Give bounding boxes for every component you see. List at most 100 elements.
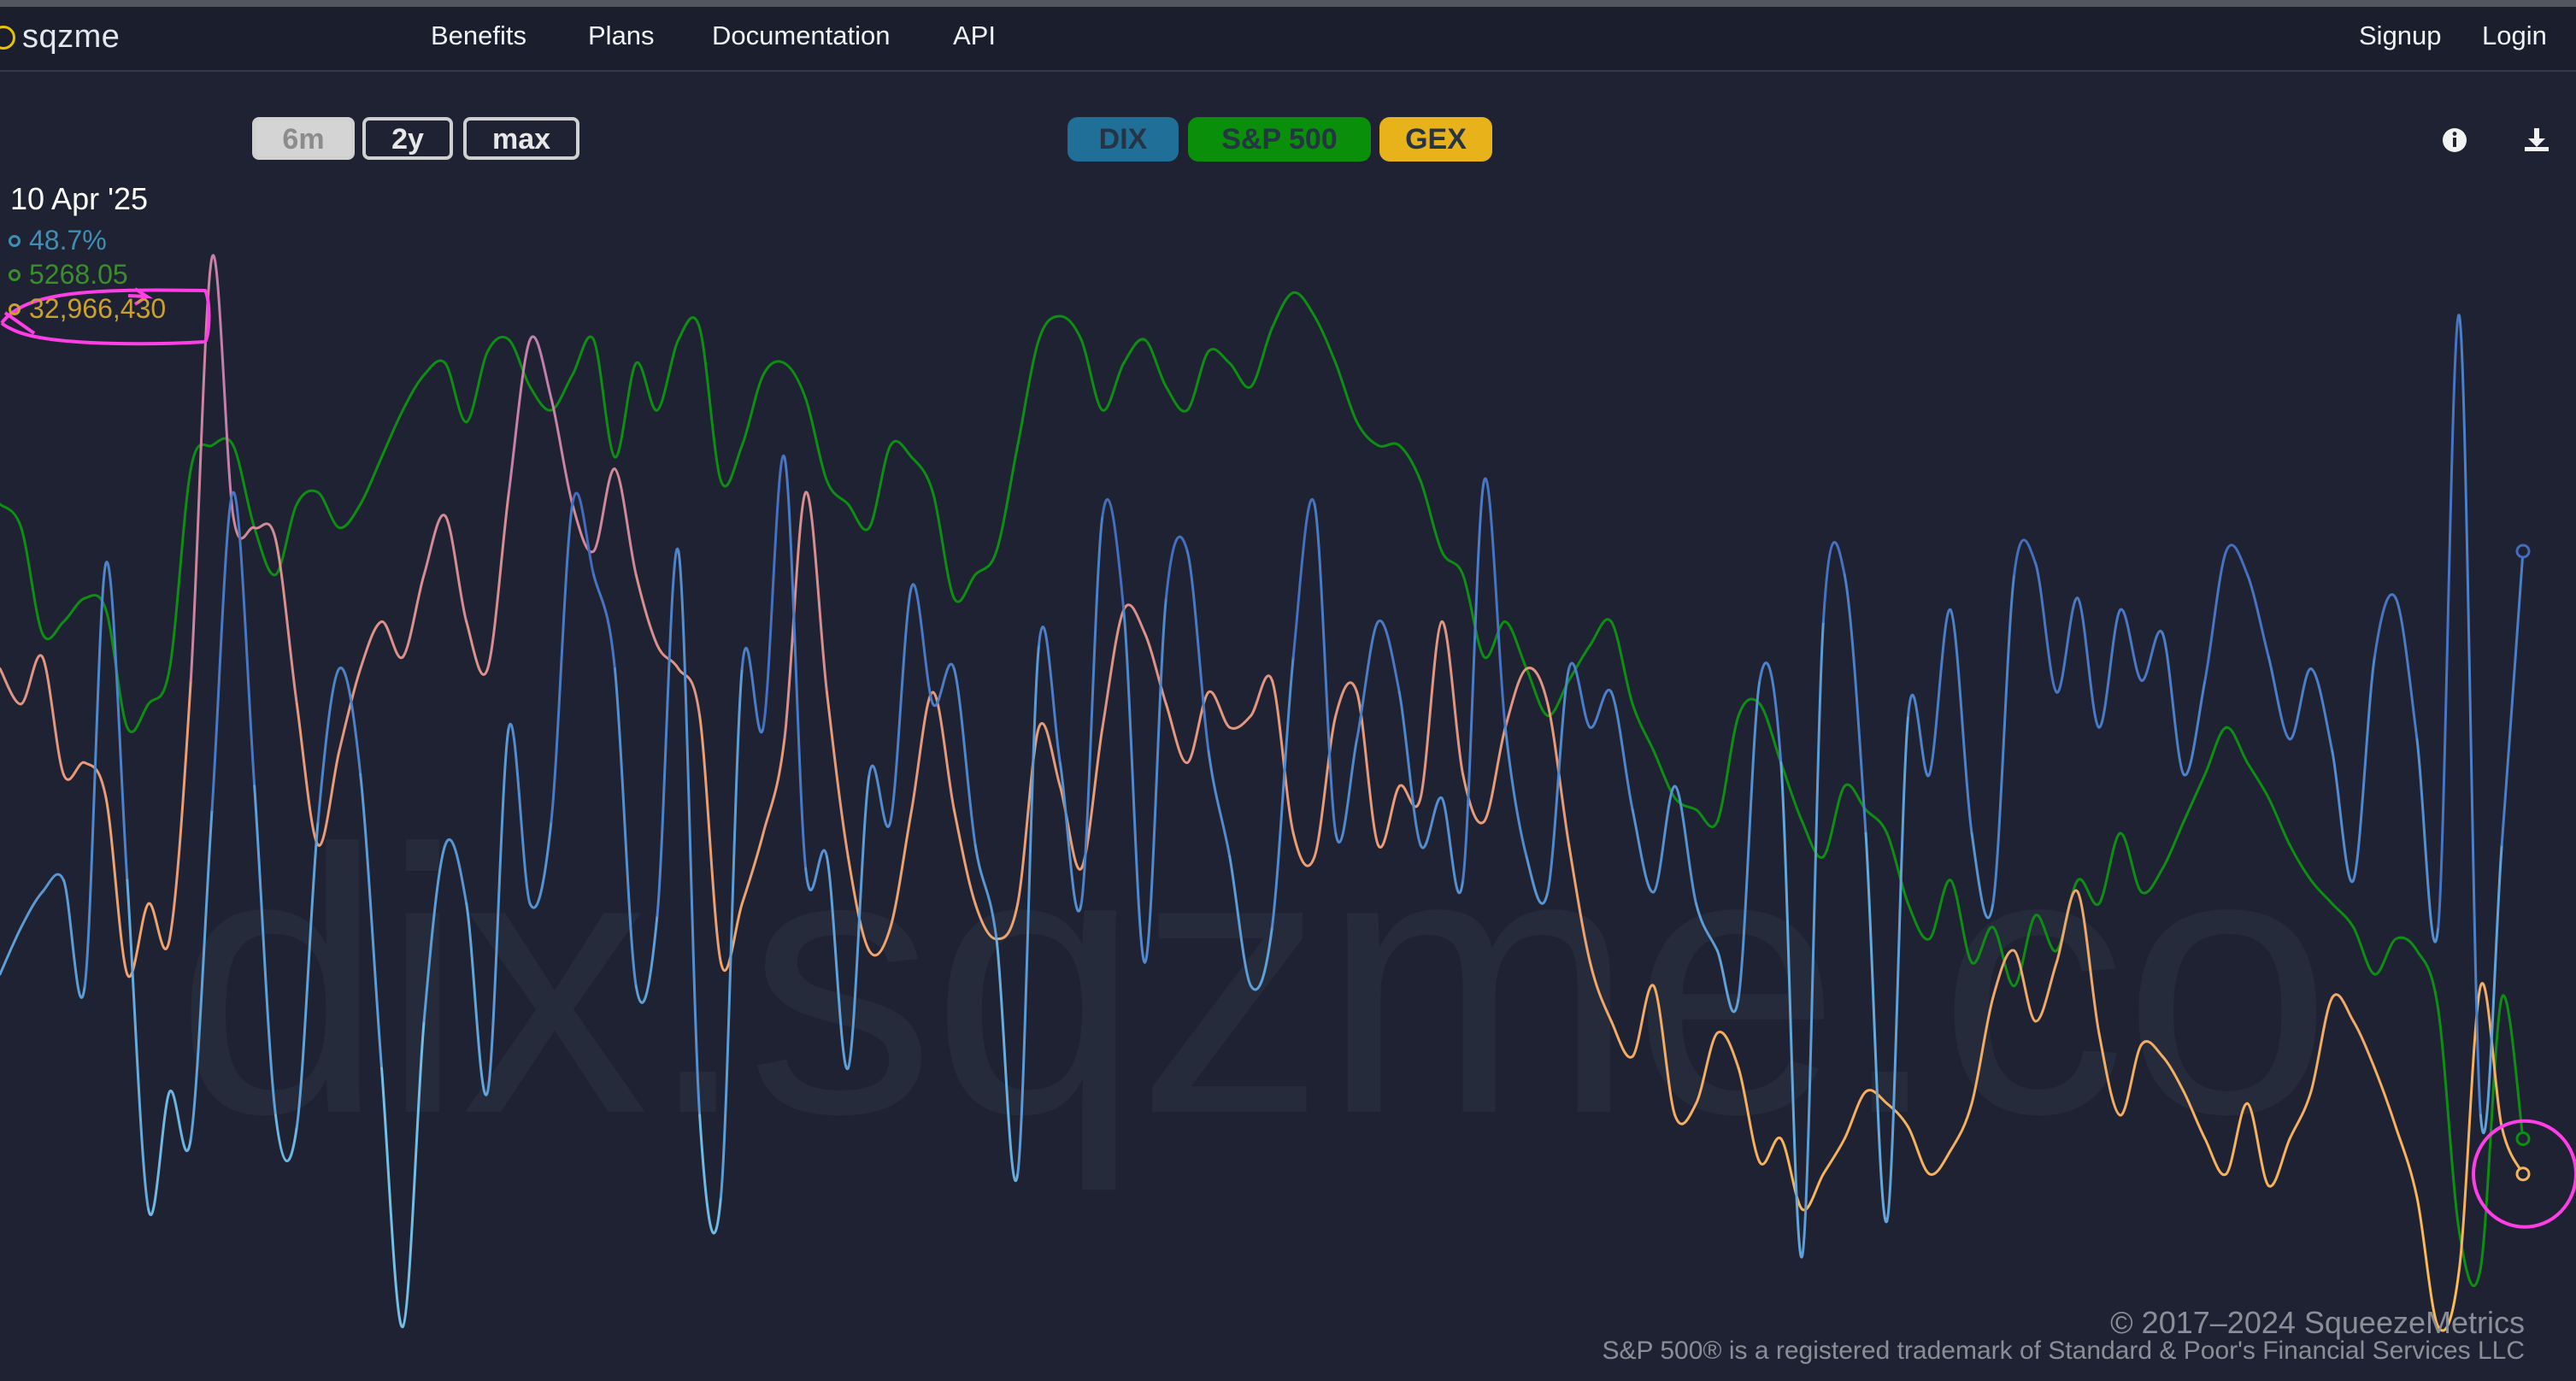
series-dix-segment xyxy=(1122,608,1147,964)
series-dix-segment xyxy=(1419,796,1444,849)
series-dix-segment xyxy=(2139,630,2164,682)
series-gex-segment xyxy=(1482,726,1507,823)
series-dix-segment xyxy=(1546,667,1571,894)
series-dix-segment xyxy=(1864,832,1889,1224)
nav-benefits[interactable]: Benefits xyxy=(431,21,527,50)
range-6m-button[interactable]: 6m xyxy=(252,117,355,160)
series-gex-segment xyxy=(1589,961,1613,1023)
series-gex-segment xyxy=(1821,1137,1846,1176)
chart-annotations xyxy=(0,287,2576,1229)
series-gex-segment xyxy=(1334,681,1359,717)
nav-plans[interactable]: Plans xyxy=(588,21,655,50)
series-dix-segment xyxy=(1801,620,1825,1258)
series-dix-endpoint xyxy=(2515,544,2531,559)
series-sp500-segment xyxy=(126,702,150,733)
series-dix-segment xyxy=(719,667,744,1199)
series-sp500-segment xyxy=(1058,314,1083,341)
series-gex-segment xyxy=(867,926,892,957)
series-sp500-segment xyxy=(1715,714,1740,823)
series-gex-segment xyxy=(1779,1137,1804,1211)
series-gex-segment xyxy=(1652,984,1677,1117)
series-dix-segment xyxy=(1079,514,1104,905)
gex-dot-icon xyxy=(9,303,21,315)
series-spx-button[interactable]: S&P 500 xyxy=(1188,117,1371,162)
series-gex-segment xyxy=(2415,1196,2440,1328)
series-sp500-segment xyxy=(2033,914,2058,953)
logo-ring-icon xyxy=(0,25,15,50)
series-gex-segment xyxy=(444,514,468,623)
series-sp500-segment xyxy=(147,667,171,706)
series-dix-segment xyxy=(359,773,384,1070)
series-gex-segment xyxy=(1927,1149,1952,1176)
series-gex-segment xyxy=(1991,949,2016,999)
series-dix-segment xyxy=(867,764,892,828)
series-sp500-segment xyxy=(1801,820,1825,859)
series-dix-button[interactable]: DIX xyxy=(1067,117,1179,162)
series-sp500-segment xyxy=(740,373,765,447)
series-gex-segment xyxy=(1376,785,1401,849)
series-gex-segment xyxy=(1164,702,1189,764)
series-gex-segment xyxy=(1313,714,1338,858)
series-sp500-segment xyxy=(1907,902,1931,941)
download-icon[interactable] xyxy=(2520,123,2554,157)
series-sp500-segment xyxy=(1673,796,1698,811)
series-sp500-segment xyxy=(1991,926,2016,988)
series-sp500-segment xyxy=(1864,808,1889,835)
series-gex-segment xyxy=(401,573,426,659)
series-gex-segment xyxy=(1843,1090,1867,1140)
series-dix-segment xyxy=(1907,693,1931,778)
series-sp500-segment xyxy=(1419,479,1444,553)
info-icon[interactable] xyxy=(2438,123,2472,157)
series-dix-segment xyxy=(634,914,659,1004)
series-sp500-segment xyxy=(422,359,447,377)
series-gex-segment xyxy=(168,679,192,941)
series-sp500-segment xyxy=(889,439,914,459)
series-dix-segment xyxy=(316,667,341,823)
nav-documentation[interactable]: Documentation xyxy=(712,21,891,50)
chart-lines xyxy=(0,254,2525,1332)
nav-api[interactable]: API xyxy=(953,21,996,50)
series-sp500-segment xyxy=(1376,442,1401,448)
series-sp500-segment xyxy=(571,335,596,377)
series-sp500-segment xyxy=(1927,879,1952,941)
series-sp500-segment xyxy=(804,397,828,482)
series-gex-segment xyxy=(359,620,384,670)
trademark-text: S&P 500® is a registered trademark of St… xyxy=(1602,1337,2525,1365)
series-dix-segment xyxy=(1207,749,1232,858)
nav-login[interactable]: Login xyxy=(2482,21,2547,50)
series-gex-segment xyxy=(762,738,786,835)
series-sp500-segment xyxy=(2182,773,2207,823)
series-gex-segment xyxy=(677,667,702,717)
series-sp500-segment xyxy=(1652,749,1677,800)
series-gex-segment xyxy=(1885,1102,1910,1129)
series-sp500-segment xyxy=(232,444,256,529)
series-sp500-segment xyxy=(62,596,86,623)
series-sp500-segment xyxy=(1270,291,1295,330)
series-gex-segment xyxy=(1609,1020,1634,1059)
series-dix-segment xyxy=(1038,626,1062,764)
series-dix-segment xyxy=(1567,661,1591,729)
series-dix-segment xyxy=(2373,593,2397,659)
series-sp500-segment xyxy=(1503,620,1528,670)
series-dix-segment xyxy=(550,502,574,823)
series-sp500-segment xyxy=(486,335,510,353)
spx-dot-icon xyxy=(9,268,21,281)
series-gex-segment xyxy=(2076,890,2101,1035)
series-gex-segment xyxy=(147,902,171,950)
range-max-button[interactable]: max xyxy=(463,117,579,160)
range-2y-button[interactable]: 2y xyxy=(362,117,453,160)
series-dix-segment xyxy=(1376,619,1401,694)
series-gex-segment xyxy=(1737,1067,1761,1164)
series-gex-button[interactable]: GEX xyxy=(1379,117,1492,162)
series-dix-segment xyxy=(1949,608,1973,835)
series-sp500-segment xyxy=(1164,385,1189,413)
series-gex-segment xyxy=(1631,984,1656,1058)
series-gex-segment xyxy=(1122,603,1147,635)
series-dix-segment xyxy=(2500,549,2525,847)
series-sp500-segment xyxy=(444,361,468,424)
brand-logo[interactable]: sqzme xyxy=(0,19,120,56)
nav-signup[interactable]: Signup xyxy=(2359,21,2442,50)
series-dix-segment xyxy=(1144,596,1167,964)
series-gex-segment xyxy=(1228,714,1253,730)
